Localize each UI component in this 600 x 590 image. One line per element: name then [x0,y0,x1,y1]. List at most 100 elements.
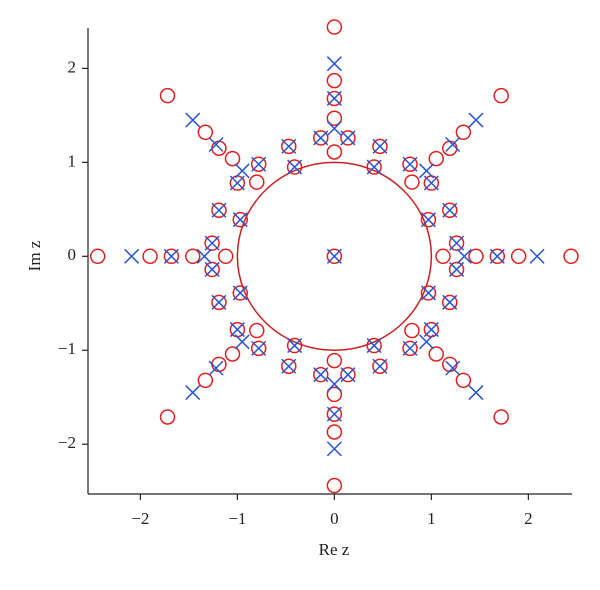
pole-marker [445,136,461,153]
zero-marker [211,202,227,219]
pole-marker [340,367,356,383]
zero-marker [211,294,227,311]
zero-marker [448,235,465,251]
pole-marker [208,360,224,376]
x-tick-label: −2 [131,509,149,528]
zero-marker [402,340,418,357]
zero-marker [402,156,418,172]
zero-marker [404,322,420,339]
pole-marker [340,130,356,146]
zero-marker [563,248,579,265]
unit-circle [236,161,433,352]
zero-marker [340,366,356,383]
pole-marker [281,358,297,374]
zero-marker [326,248,343,265]
zero-marker [510,248,527,265]
pole-marker [418,163,435,179]
pole-marker [204,235,220,251]
pole-marker [234,163,250,179]
x-axis-label: Re z [319,540,350,559]
pole-marker [313,367,329,383]
pole-marker [211,202,227,218]
pole-marker [204,261,220,277]
zero-marker [232,211,249,228]
zero-marker [326,72,343,89]
zero-marker [326,424,343,440]
pole-marker [468,385,484,401]
zero-marker [340,130,356,146]
pole-marker [489,248,505,264]
zero-marker [326,406,343,422]
pole-marker [234,334,250,350]
x-tick-label: 2 [524,509,533,528]
zero-marker [281,138,297,155]
zero-marker [286,159,303,175]
zero-marker [89,248,106,265]
zero-marker [250,156,267,172]
pole-marker [163,248,179,264]
x-tick-label: 1 [427,509,436,528]
zero-marker [249,322,265,339]
zero-marker [159,409,176,425]
pole-marker [420,212,436,228]
pole-marker [287,159,303,175]
zero-marker [442,202,458,219]
pole-marker [366,338,382,354]
zero-marker [326,144,343,160]
zero-marker [420,285,437,301]
y-tick-label: −1 [58,339,76,358]
zero-marker [366,337,382,354]
zero-marker [493,87,509,104]
pole-marker [229,175,245,191]
pole-marker [402,156,418,172]
y-tick-label: 1 [68,151,77,170]
pole-marker [372,358,388,374]
pole-marker [326,376,342,392]
pole-marker [326,56,342,72]
zero-marker [326,90,343,107]
pole-marker [402,340,418,356]
zero-marker [185,248,201,265]
pole-marker [185,112,201,128]
pole-marker [418,334,435,350]
pole-marker [442,294,458,310]
pole-marker [196,248,212,264]
zero-marker [250,340,267,357]
zero-marker [435,248,451,265]
zero-marker [204,235,220,251]
zero-marker [249,174,265,190]
pole-marker [232,285,248,301]
y-axis-label: Im z [25,240,44,271]
y-tick-label: 0 [68,245,77,264]
pole-marker [449,261,465,277]
pole-marker [229,322,245,338]
x-tick-label: 0 [330,509,339,528]
zero-marker [372,138,388,155]
zero-marker [404,174,420,190]
zero-marker [163,248,180,265]
pole-marker [313,130,329,146]
pole-marker [326,120,342,137]
zero-marker [224,346,241,362]
zero-marker [455,124,472,141]
zero-marker [224,150,241,167]
pole-marker [326,441,342,457]
pole-marker [456,248,472,264]
pole-marker [529,248,545,264]
pole-marker [449,235,465,251]
zero-marker [493,409,509,425]
pole-marker [423,322,439,338]
zero-marker [366,159,382,175]
zero-marker [468,248,484,265]
pole-marker [326,248,342,264]
zero-marker [313,130,329,146]
pole-marker [420,285,436,301]
zero-marker [326,386,343,403]
zero-marker [428,346,444,362]
zero-marker [232,285,249,301]
zero-marker [326,19,343,35]
zero-marker [326,352,343,369]
pole-marker [281,138,297,154]
pole-marker [366,159,382,175]
zero-marker [326,110,343,126]
